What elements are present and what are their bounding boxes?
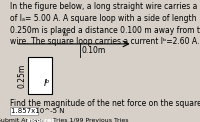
Text: Incorrect.: Incorrect.	[26, 118, 60, 122]
Text: Tries 1/99 Previous Tries: Tries 1/99 Previous Tries	[53, 118, 129, 122]
FancyBboxPatch shape	[10, 107, 38, 115]
Text: 0.25m: 0.25m	[17, 63, 26, 87]
Bar	[28, 57, 52, 94]
Text: 0.10m: 0.10m	[82, 46, 106, 55]
Text: 1.857x10^-5 N: 1.857x10^-5 N	[11, 108, 64, 114]
FancyBboxPatch shape	[10, 116, 32, 122]
Text: In the figure below, a long straight wire carries a current
of Iₐ= 5.00 A. A squ: In the figure below, a long straight wir…	[10, 2, 200, 46]
Text: Iₐ: Iₐ	[63, 29, 69, 38]
Text: Find the magnitude of the net force on the square loop.: Find the magnitude of the net force on t…	[10, 99, 200, 108]
FancyBboxPatch shape	[34, 116, 52, 122]
Text: Iᵇ: Iᵇ	[44, 79, 50, 88]
Text: Submit Answer: Submit Answer	[0, 118, 45, 122]
